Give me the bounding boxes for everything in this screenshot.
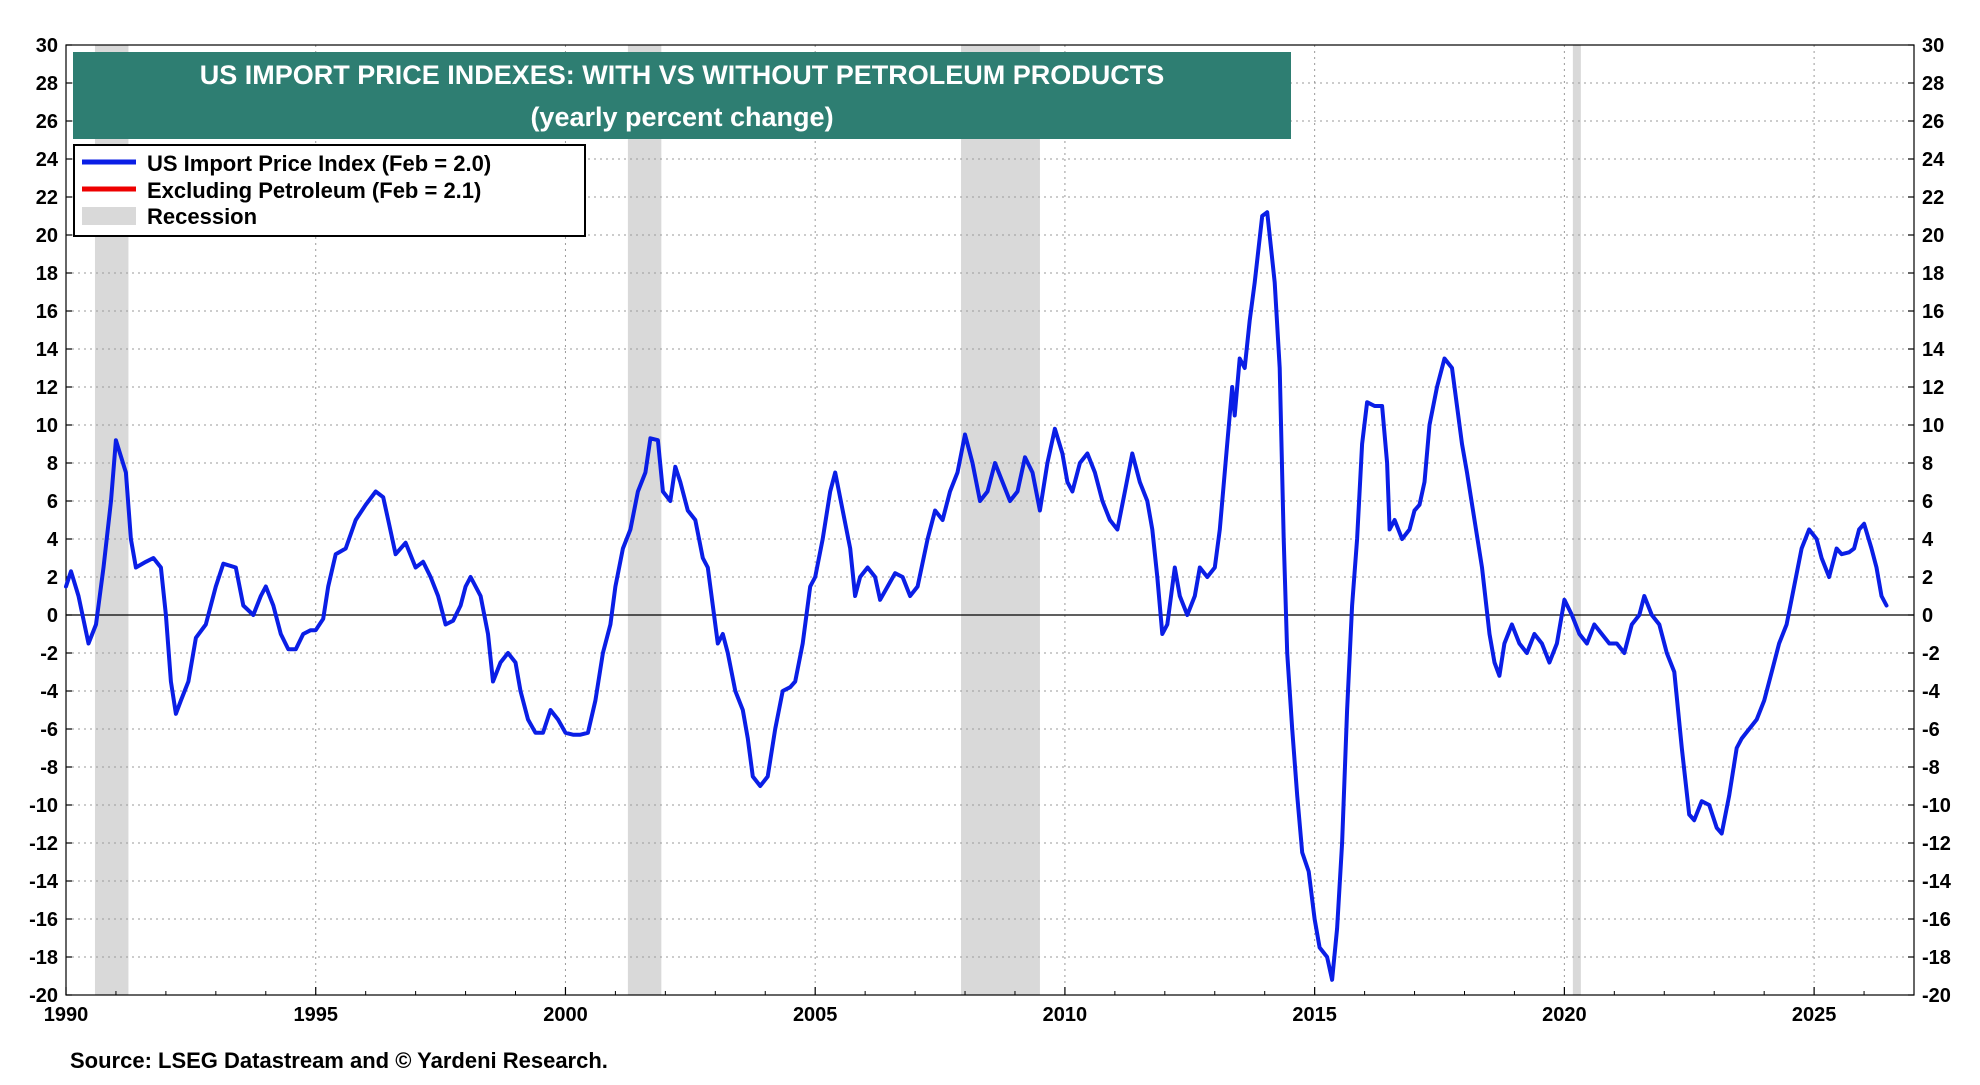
y-tick-label-left-2: 2: [47, 567, 58, 589]
chart-subtitle: (yearly percent change): [530, 102, 833, 132]
y-tick-label-left--2: -2: [40, 643, 58, 665]
y-tick-label-left-30: 30: [36, 35, 58, 57]
y-tick-label-left--10: -10: [29, 795, 58, 817]
x-tick-label-1990: 1990: [44, 1004, 89, 1026]
x-tick-label-2020: 2020: [1542, 1004, 1587, 1026]
y-tick-label-right-30: 30: [1922, 35, 1944, 57]
y-tick-label-right-22: 22: [1922, 187, 1944, 209]
y-tick-label-right--4: -4: [1922, 681, 1941, 703]
y-tick-label-right-18: 18: [1922, 263, 1944, 285]
y-tick-label-right-8: 8: [1922, 453, 1933, 475]
x-tick-label-2015: 2015: [1292, 1004, 1337, 1026]
y-tick-label-left-20: 20: [36, 225, 58, 247]
y-tick-label-left--14: -14: [29, 871, 59, 893]
y-tick-label-left--8: -8: [40, 757, 58, 779]
recession-band-2: [961, 45, 1040, 995]
legend-label-import: US Import Price Index (Feb = 2.0): [147, 151, 491, 176]
y-tick-label-left-0: 0: [47, 605, 58, 627]
y-tick-label-right--2: -2: [1922, 643, 1940, 665]
y-tick-label-left-4: 4: [47, 529, 59, 551]
y-tick-label-left-18: 18: [36, 263, 58, 285]
recession-band-3: [1572, 45, 1581, 995]
y-tick-label-right--12: -12: [1922, 833, 1951, 855]
legend-box: [73, 144, 586, 237]
y-tick-label-left-26: 26: [36, 111, 58, 133]
y-tick-label-left-24: 24: [36, 149, 59, 171]
y-tick-label-right--18: -18: [1922, 947, 1951, 969]
y-tick-label-left--12: -12: [29, 833, 58, 855]
y-tick-label-right-6: 6: [1922, 491, 1933, 513]
legend-label-ex-petroleum: Excluding Petroleum (Feb = 2.1): [147, 178, 481, 203]
y-tick-label-left--4: -4: [40, 681, 59, 703]
series-lines: [64, 210, 1889, 982]
y-tick-label-right--20: -20: [1922, 985, 1951, 1007]
source-note: Source: LSEG Datastream and © Yardeni Re…: [70, 1048, 608, 1073]
y-tick-label-left--18: -18: [29, 947, 58, 969]
y-tick-label-right-28: 28: [1922, 73, 1944, 95]
y-tick-label-right-0: 0: [1922, 605, 1933, 627]
x-tick-label-2025: 2025: [1792, 1004, 1837, 1026]
chart-title: US IMPORT PRICE INDEXES: WITH VS WITHOUT…: [200, 60, 1165, 90]
x-tick-label-2010: 2010: [1043, 1004, 1088, 1026]
y-tick-label-left-6: 6: [47, 491, 58, 513]
y-tick-label-right--6: -6: [1922, 719, 1940, 741]
title-box: US IMPORT PRICE INDEXES: WITH VS WITHOUT…: [73, 52, 1291, 139]
title-background: [73, 52, 1291, 139]
y-tick-label-right-4: 4: [1922, 529, 1934, 551]
y-tick-label-right--14: -14: [1922, 871, 1952, 893]
y-tick-label-right--8: -8: [1922, 757, 1940, 779]
y-tick-label-left-8: 8: [47, 453, 58, 475]
x-tick-label-2005: 2005: [793, 1004, 838, 1026]
y-tick-label-right-20: 20: [1922, 225, 1944, 247]
y-tick-label-right-16: 16: [1922, 301, 1944, 323]
y-tick-label-right--16: -16: [1922, 909, 1951, 931]
x-tick-label-1995: 1995: [293, 1004, 338, 1026]
y-tick-label-left--6: -6: [40, 719, 58, 741]
y-tick-label-right-12: 12: [1922, 377, 1944, 399]
legend: US Import Price Index (Feb = 2.0) Exclud…: [73, 144, 586, 237]
y-tick-label-left--16: -16: [29, 909, 58, 931]
y-tick-label-left-14: 14: [36, 339, 59, 361]
y-tick-label-right-2: 2: [1922, 567, 1933, 589]
y-tick-label-right-26: 26: [1922, 111, 1944, 133]
y-tick-label-left-22: 22: [36, 187, 58, 209]
legend-swatch-recession: [82, 207, 136, 225]
series-line-0: [64, 210, 1889, 982]
y-tick-label-left--20: -20: [29, 985, 58, 1007]
y-tick-label-right-10: 10: [1922, 415, 1944, 437]
y-tick-label-right-24: 24: [1922, 149, 1945, 171]
x-tick-label-2000: 2000: [543, 1004, 588, 1026]
y-tick-label-right--10: -10: [1922, 795, 1951, 817]
y-tick-label-left-12: 12: [36, 377, 58, 399]
y-tick-label-left-10: 10: [36, 415, 58, 437]
y-tick-label-right-14: 14: [1922, 339, 1945, 361]
legend-label-recession: Recession: [147, 204, 257, 229]
y-tick-label-left-28: 28: [36, 73, 58, 95]
y-tick-label-left-16: 16: [36, 301, 58, 323]
axis-ticks: -20 -20-18 -18-16 -16-14 -14-12 -12-10 -10-8 -8…: [29, 35, 1952, 1026]
plot-frame: [65, 44, 1915, 996]
